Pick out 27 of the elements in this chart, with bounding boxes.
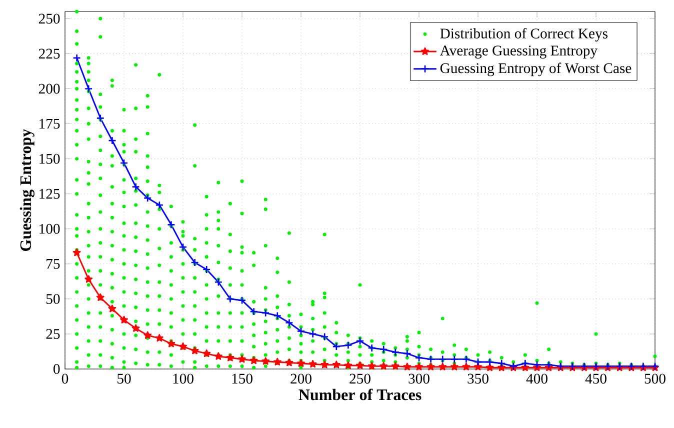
x-tick-label: 450 [585, 374, 606, 384]
x-tick-label: 0 [62, 374, 68, 384]
x-tick-label: 200 [290, 374, 312, 384]
y-axis-title: Guessing Entropy [20, 129, 34, 251]
x-tick-label: 350 [468, 374, 488, 384]
x-tick-label: 400 [526, 374, 548, 384]
x-tick-label: 50 [118, 374, 131, 384]
y-tick-label: 125 [40, 188, 60, 199]
x-tick-label: 100 [173, 374, 194, 384]
y-tick-label: 175 [40, 118, 60, 129]
y-tick-label: 25 [46, 329, 60, 339]
legend-label: Distribution of Correct Keys [440, 28, 608, 42]
x-tick-label: 300 [408, 374, 430, 384]
x-tick-label: 150 [232, 374, 252, 384]
y-tick-label: 225 [38, 48, 60, 59]
y-tick-label: 50 [46, 294, 60, 304]
y-tick-label: 75 [46, 259, 60, 269]
y-tick-label: 100 [40, 224, 60, 234]
x-tick-label: 250 [350, 374, 370, 384]
y-tick-label: 150 [40, 154, 60, 164]
x-axis-title: Number of Traces [298, 388, 422, 400]
y-tick-label: 250 [38, 14, 60, 24]
y-tick-label: 0 [54, 364, 60, 374]
y-tick-label: 200 [38, 84, 60, 94]
legend-label: Average Guessing Entropy [440, 46, 598, 59]
x-tick-label: 500 [644, 374, 666, 384]
legend-label: Guessing Entropy of Worst Case [440, 62, 632, 76]
